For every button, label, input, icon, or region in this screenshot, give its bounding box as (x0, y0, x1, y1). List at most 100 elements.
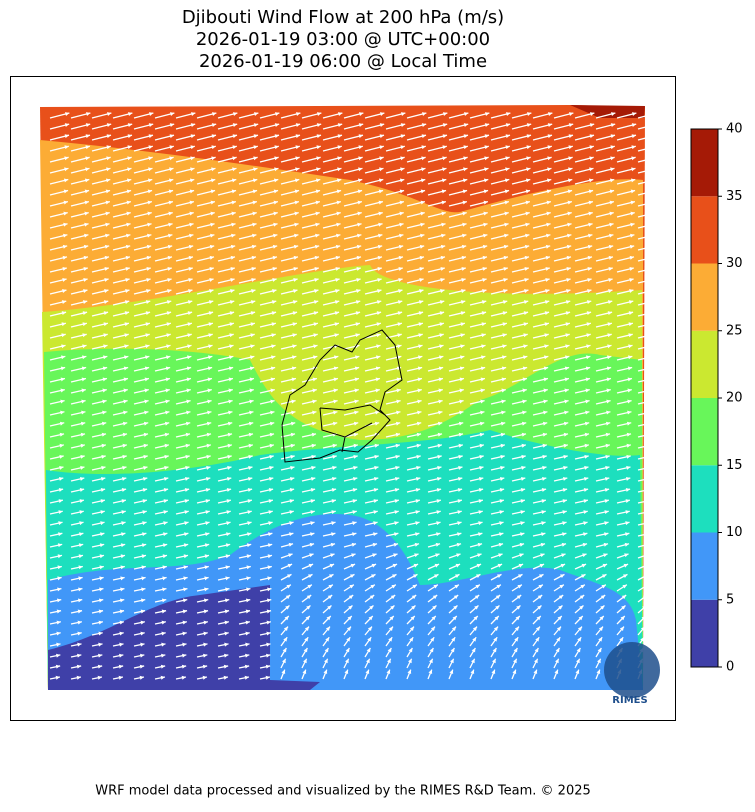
arrow-head (355, 322, 360, 327)
arrow-head (58, 488, 64, 492)
arrow-head (504, 233, 509, 238)
arrow-head (568, 167, 573, 172)
arrow-head (352, 488, 358, 492)
arrow-head (414, 553, 419, 558)
arrow-head (83, 255, 89, 260)
arrow-head (585, 355, 591, 360)
arrow-head (457, 510, 462, 515)
arrow-head (188, 244, 194, 249)
arrow-head (167, 289, 172, 293)
arrow-head (605, 465, 610, 470)
arrow-head (333, 410, 338, 415)
arrow-head (186, 366, 192, 371)
arrow-head (482, 244, 488, 249)
arrow-head (147, 178, 153, 183)
arrow-head (603, 542, 609, 547)
arrow-head (644, 563, 650, 568)
arrow-head (352, 521, 357, 526)
arrow-head (100, 521, 105, 526)
arrow-head (587, 277, 592, 282)
arrow-head (56, 609, 62, 614)
arrow-head (244, 675, 249, 680)
arrow-head (315, 178, 321, 183)
arrow-head (611, 112, 616, 116)
arrow-head (586, 344, 591, 349)
arrow-head (367, 626, 372, 631)
arrow-head (558, 595, 564, 600)
arrow-head (597, 658, 601, 664)
arrow-head (165, 399, 170, 404)
arrow-head (588, 211, 593, 216)
arrow-head (480, 377, 485, 382)
arrow-head (61, 322, 66, 327)
arrow-head (77, 631, 82, 636)
arrow-head (252, 222, 257, 227)
arrow-head (78, 576, 83, 581)
arrow-head (522, 355, 528, 360)
arrow-head (607, 322, 612, 327)
arrow-head (473, 616, 478, 621)
arrow-head (480, 410, 485, 415)
arrow-head (333, 388, 338, 393)
arrow-head (309, 542, 315, 547)
arrow-head (295, 167, 300, 172)
arrow-head (646, 532, 651, 537)
arrow-head (525, 233, 530, 238)
arrow-head (273, 222, 278, 227)
arrow-head (461, 266, 466, 271)
arrow-head (545, 255, 551, 260)
arrow-head (436, 521, 441, 526)
arrow-head (206, 465, 211, 470)
arrow-head (456, 553, 461, 558)
arrow-head (503, 255, 509, 260)
arrow-head (78, 543, 84, 548)
arrow-head (502, 333, 507, 338)
arrow-head (459, 388, 464, 393)
arrow-head (329, 563, 335, 568)
arrow-head (251, 255, 257, 260)
arrow-head (437, 421, 443, 426)
arrow-head (480, 388, 485, 393)
arrow-head (496, 584, 501, 589)
arrow-head (186, 355, 192, 360)
arrow-head (569, 112, 574, 116)
arrow-head (395, 421, 401, 426)
arrow-head (498, 542, 504, 547)
arrow-head (305, 616, 310, 621)
arrow-head (512, 669, 517, 675)
arrow-head (227, 443, 232, 448)
arrow-head (605, 443, 610, 448)
arrow-head (547, 167, 552, 172)
arrow-head (514, 637, 519, 642)
arrow-head (587, 255, 593, 260)
arrow-head (311, 454, 316, 459)
arrow-head (650, 255, 656, 260)
arrow-head (399, 189, 405, 194)
arrow-head (169, 145, 174, 150)
arrow-head (458, 432, 464, 437)
arrow-head (398, 244, 404, 249)
arrow-head (141, 565, 146, 570)
arrow-head (166, 300, 172, 305)
arrow-head (457, 521, 462, 526)
arrow-head (331, 532, 336, 537)
arrow-head (371, 574, 376, 579)
arrow-head (252, 211, 257, 216)
arrow-head (421, 145, 426, 150)
arrow-head (397, 311, 403, 316)
arrow-head (523, 322, 528, 327)
arrow-head (560, 563, 566, 568)
arrow-head (537, 605, 542, 610)
arrow-head (86, 112, 91, 116)
arrow-head (623, 574, 628, 579)
arrow-head (166, 344, 171, 349)
arrow-head (289, 499, 294, 503)
arrow-head (357, 222, 362, 227)
arrow-head (327, 605, 332, 610)
arrow-head (400, 156, 405, 161)
arrow-head (398, 255, 404, 260)
arrow-head (542, 454, 547, 459)
arrow-head (106, 156, 111, 161)
arrow-head (562, 476, 568, 481)
arrow-head (378, 189, 384, 194)
